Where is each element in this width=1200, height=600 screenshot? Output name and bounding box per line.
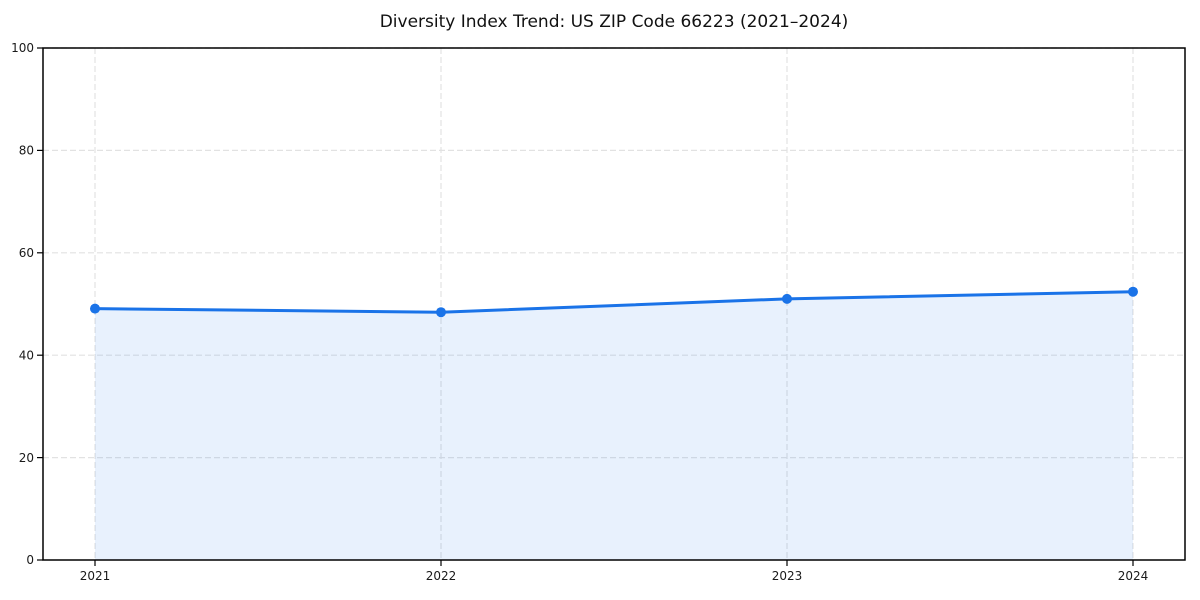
x-tick-label: 2022 — [426, 569, 457, 583]
y-tick-label: 60 — [19, 246, 34, 260]
x-tick-label: 2024 — [1118, 569, 1149, 583]
y-tick-label: 80 — [19, 144, 34, 158]
data-point — [782, 293, 792, 304]
axes-frame — [42, 47, 1186, 561]
data-point — [436, 307, 446, 318]
x-tick-label: 2023 — [772, 569, 803, 583]
y-tick-label: 100 — [11, 41, 34, 55]
chart-title: Diversity Index Trend: US ZIP Code 66223… — [379, 12, 849, 32]
y-tick-label: 20 — [19, 451, 34, 465]
area-fill — [95, 291, 1133, 560]
data-point — [90, 303, 100, 314]
plot-area — [43, 48, 1185, 560]
y-tick-label: 0 — [26, 553, 34, 567]
data-point — [1128, 286, 1138, 297]
trend-line — [93, 290, 1135, 314]
y-tick-label: 40 — [19, 348, 34, 362]
x-tick-label: 2021 — [80, 569, 111, 583]
